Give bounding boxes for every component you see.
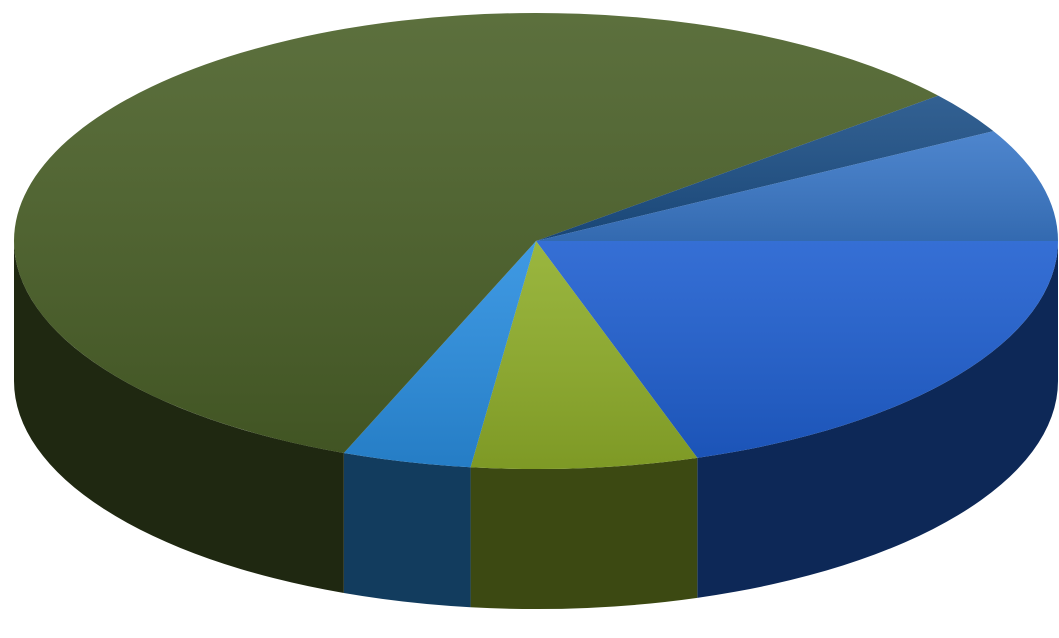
pie-slice-side-1 <box>697 241 1058 598</box>
pie-slice-shade-3 <box>343 241 536 468</box>
pie-slice-shade-1 <box>536 241 1058 458</box>
pie-slice-2 <box>470 241 698 469</box>
pie-slice-1 <box>536 241 1058 458</box>
pie-sides <box>14 241 1058 610</box>
pie-slice-side-3 <box>343 452 471 608</box>
pie-slice-shade-4 <box>13 12 939 453</box>
pie-tops <box>13 12 1058 469</box>
pie-slice-5 <box>536 95 994 241</box>
pie-slice-6 <box>536 131 1058 241</box>
pie-slice-3 <box>343 241 536 468</box>
pie-slice-shade-6 <box>536 131 1058 241</box>
pie-slice-side-2 <box>470 457 698 610</box>
pie-slice-side-4 <box>14 241 344 593</box>
pie-slice-shade-2 <box>470 241 698 469</box>
pie-slice-4 <box>13 12 939 453</box>
pie-slice-shade-5 <box>536 95 994 241</box>
